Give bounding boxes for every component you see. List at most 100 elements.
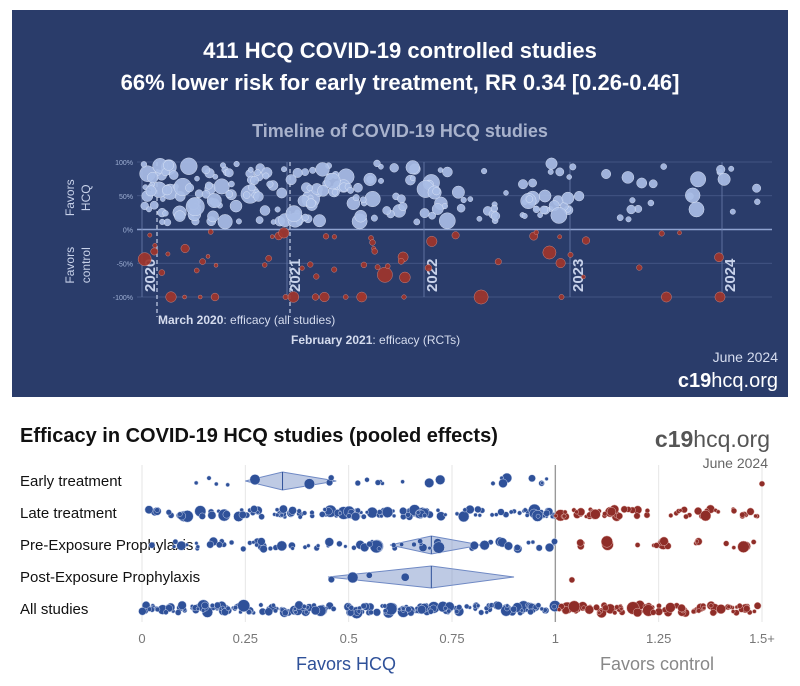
study-point-hcq — [477, 513, 482, 518]
study-point-hcq — [535, 602, 542, 609]
study-point-hcq — [222, 510, 231, 519]
timeline-point-hcq — [717, 172, 731, 186]
timeline-point-control — [494, 258, 502, 266]
pooled-effect-diamond — [245, 471, 337, 491]
y-label-hcq-2: HCQ — [79, 184, 93, 211]
study-point-hcq — [376, 509, 383, 515]
study-point-hcq — [303, 609, 309, 615]
timeline-point-control — [567, 251, 574, 258]
x-tick-label: 0.25 — [233, 631, 258, 646]
timeline-point-control — [307, 261, 314, 268]
x-tick-label: 1.5+ — [749, 631, 775, 646]
study-point-control — [644, 508, 650, 514]
study-point-control — [553, 513, 558, 518]
timeline-point-control — [424, 264, 433, 272]
timeline-point-hcq — [274, 206, 281, 213]
study-point-control — [656, 603, 662, 609]
study-point-hcq — [194, 541, 199, 546]
timeline-point-control — [137, 252, 152, 267]
study-point-control — [614, 604, 620, 610]
study-point-hcq — [391, 513, 397, 519]
timeline-point-control — [369, 239, 376, 246]
x-tick-label: 0.5 — [340, 631, 358, 646]
timeline-point-hcq — [601, 169, 612, 179]
timeline-point-hcq — [225, 190, 234, 199]
timeline-point-control — [180, 244, 190, 253]
study-point-hcq — [348, 605, 355, 611]
study-point-hcq — [144, 505, 154, 515]
study-point-hcq — [264, 607, 273, 616]
study-point-hcq — [522, 507, 528, 513]
timeline-point-hcq — [397, 194, 406, 204]
study-point-hcq — [279, 504, 288, 514]
study-point-hcq — [422, 512, 428, 518]
study-point-hcq — [405, 606, 412, 613]
study-point-hcq — [376, 546, 382, 552]
study-point-hcq — [310, 605, 321, 616]
study-point-control — [730, 609, 736, 614]
timeline-point-hcq — [146, 206, 152, 213]
timeline-point-hcq — [185, 197, 205, 217]
timeline-point-hcq — [481, 168, 488, 175]
study-point-hcq — [551, 603, 557, 610]
study-point-hcq — [201, 601, 209, 610]
study-point-hcq — [163, 609, 169, 615]
study-point-control — [574, 509, 580, 515]
y-tick-label: 100% — [115, 160, 133, 167]
study-point-hcq — [267, 545, 273, 552]
study-point-hcq — [372, 608, 381, 617]
study-point-hcq — [498, 478, 508, 488]
timeline-point-control — [165, 251, 171, 257]
main-title: 411 HCQ COVID-19 controlled studies — [203, 38, 597, 63]
study-point-hcq — [458, 510, 470, 523]
brand-logo-bottom: c19hcq.org — [655, 426, 770, 452]
study-point-hcq — [528, 474, 536, 483]
study-point-hcq — [456, 604, 463, 611]
timeline-point-hcq — [180, 157, 198, 175]
study-point-hcq — [165, 509, 172, 516]
study-point-control — [737, 540, 750, 553]
timeline-point-control — [677, 230, 682, 236]
timeline-point-control — [313, 273, 320, 280]
timeline-point-hcq — [660, 163, 667, 170]
timeline-point-hcq — [525, 195, 534, 203]
study-point-hcq — [237, 599, 251, 613]
timeline-point-hcq — [160, 196, 166, 202]
timeline-point-hcq — [451, 185, 465, 199]
timeline-point-hcq — [636, 177, 648, 189]
study-point-hcq — [510, 605, 518, 613]
study-point-control — [739, 511, 746, 518]
study-point-hcq — [497, 508, 505, 516]
study-point-hcq — [504, 541, 513, 551]
study-point-control — [753, 602, 762, 610]
timeline-point-control — [714, 291, 726, 303]
timeline-point-hcq — [561, 191, 575, 205]
study-point-hcq — [484, 610, 489, 615]
study-point-control — [752, 609, 757, 614]
timeline-point-control — [636, 264, 643, 271]
timeline-point-hcq — [431, 203, 444, 215]
timeline-point-hcq — [259, 205, 271, 216]
date-label-bottom: June 2024 — [703, 455, 769, 471]
study-point-hcq — [374, 479, 381, 486]
study-point-control — [602, 604, 609, 612]
study-point-hcq — [424, 477, 435, 488]
year-label: 2020 — [142, 259, 159, 292]
timeline-point-hcq — [266, 180, 274, 188]
timeline-point-control — [265, 255, 272, 262]
study-point-hcq — [337, 511, 343, 516]
study-point-hcq — [250, 505, 258, 513]
study-point-control — [731, 545, 737, 550]
study-point-hcq — [233, 605, 238, 611]
study-point-control — [677, 603, 686, 613]
study-point-hcq — [306, 543, 311, 548]
study-point-hcq — [303, 478, 315, 490]
study-point-hcq — [225, 482, 230, 488]
study-point-control — [659, 536, 669, 546]
timeline-point-hcq — [233, 160, 240, 168]
timeline-point-hcq — [285, 205, 303, 222]
study-point-hcq — [200, 608, 206, 613]
timeline-point-hcq — [405, 160, 420, 175]
timeline-point-hcq — [270, 219, 277, 225]
timeline-point-hcq — [539, 205, 549, 215]
